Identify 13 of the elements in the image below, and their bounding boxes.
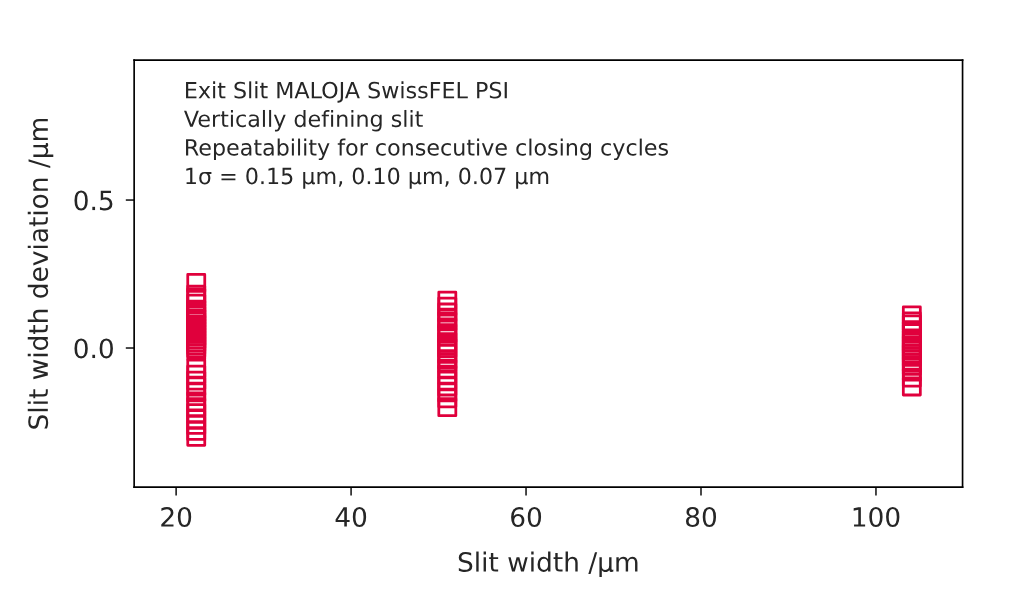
- annotation: 1σ = 0.15 µm, 0.10 µm, 0.07 µm: [186, 167, 549, 189]
- x-tick-label: 80: [686, 507, 717, 527]
- x-tick-label: 60: [511, 507, 542, 527]
- x-tick-label: 20: [161, 507, 192, 527]
- y-tick-label: 0.5: [74, 190, 113, 211]
- y-axis-title: Slit width deviation /µm: [27, 118, 54, 429]
- y-tick-label: 0.0: [74, 338, 113, 359]
- x-tick-label: 100: [853, 507, 900, 527]
- annotation: Exit Slit MALOJA SwissFEL PSI: [186, 81, 507, 103]
- annotation: Vertically defining slit: [184, 109, 423, 132]
- annotation: Repeatability for consecutive closing cycles: [186, 138, 669, 161]
- x-tick-label: 40: [335, 507, 367, 527]
- x-axis-title: Slit width /µm: [458, 551, 638, 578]
